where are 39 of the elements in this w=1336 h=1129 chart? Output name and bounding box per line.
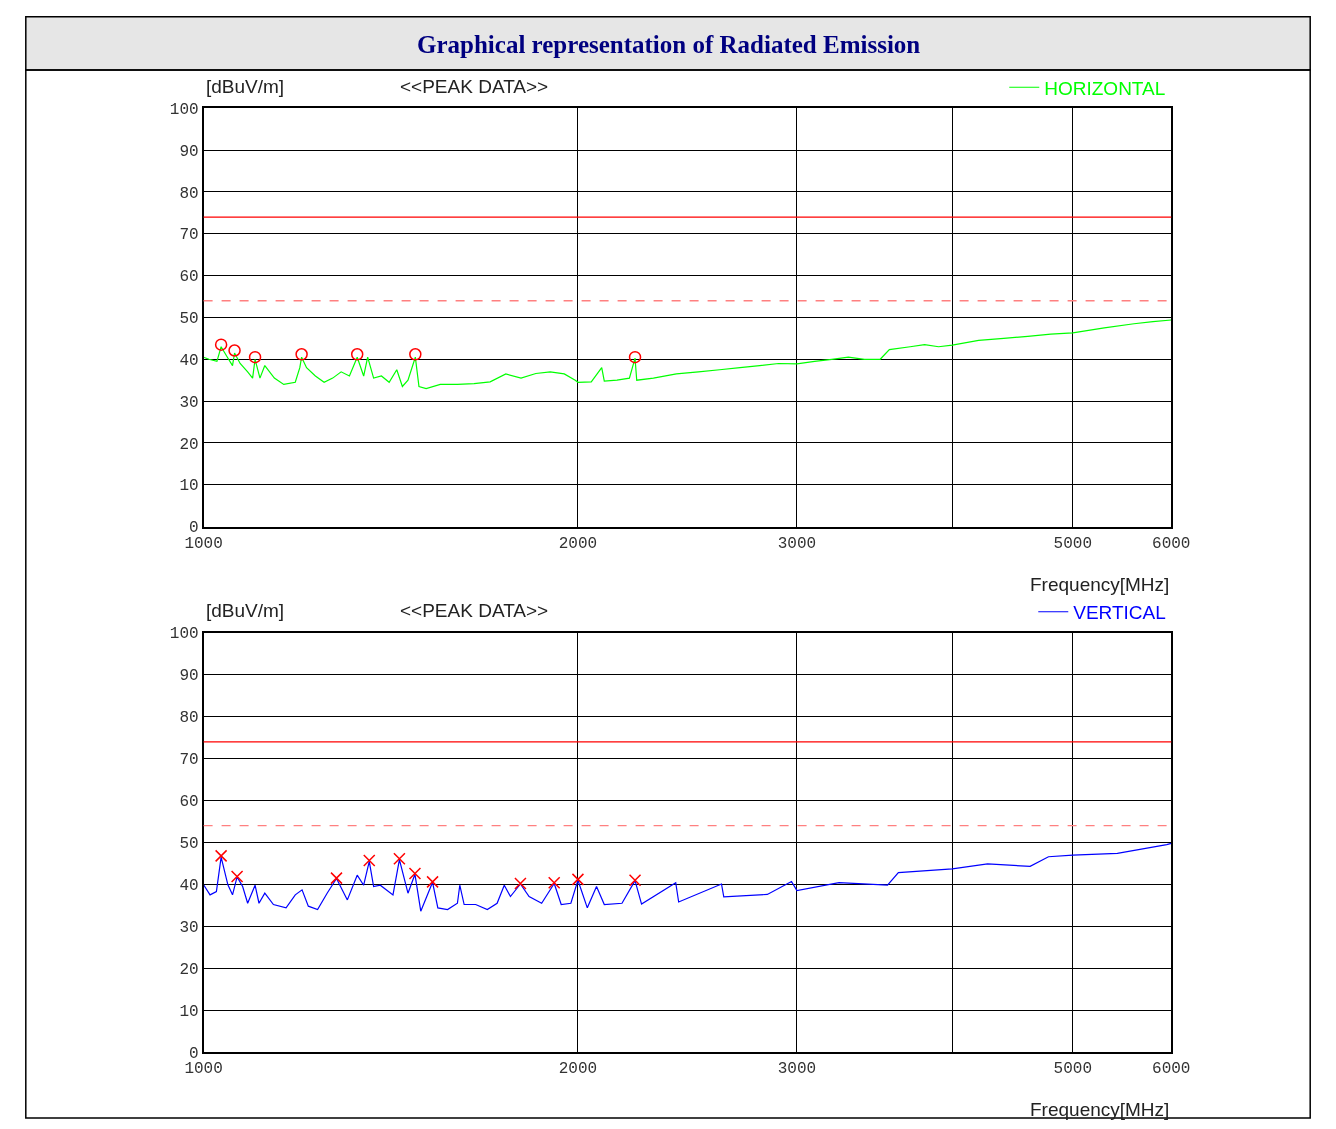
y-tick-label: 10 (179, 1002, 199, 1021)
x-tick-label: 6000 (1152, 534, 1191, 553)
y-tick-label: 70 (179, 751, 199, 770)
y-tick-label: 10 (179, 477, 199, 496)
y-tick-label: 90 (179, 142, 199, 161)
y-tick-label: 20 (179, 435, 199, 454)
y-tick-label: 0 (189, 1044, 199, 1063)
x-tick-label: 3000 (777, 1060, 817, 1079)
x-tick-label: 6000 (1152, 1060, 1191, 1079)
y-tick-label: 60 (179, 268, 199, 287)
y-tick-label: 100 (169, 100, 199, 119)
y-axis-title: [dBuV/m] (206, 600, 285, 621)
chart-title: Graphical representation of Radiated Emission (417, 31, 921, 58)
y-tick-label: 50 (179, 310, 199, 329)
x-tick-label: 1000 (184, 1060, 223, 1079)
text: <<PEAK DATA>> (400, 600, 549, 621)
x-tick-label: 2000 (558, 1060, 598, 1079)
y-tick-label: 80 (179, 709, 199, 728)
y-tick-label: 80 (179, 184, 199, 203)
y-tick-label: 90 (179, 667, 199, 686)
x-axis-title: Frequency[MHz] (1030, 1099, 1170, 1120)
x-tick-label: 5000 (1053, 1060, 1092, 1079)
x-tick-label: 2000 (558, 534, 598, 553)
y-tick-label: 20 (179, 960, 199, 979)
y-tick-label: 30 (179, 393, 199, 412)
y-tick-label: 60 (179, 793, 199, 812)
x-axis-title: Frequency[MHz] (1030, 574, 1170, 595)
text: <<PEAK DATA>> (400, 76, 549, 97)
y-tick-label: 30 (179, 918, 199, 937)
x-tick-label: 5000 (1053, 534, 1092, 553)
y-tick-label: 40 (179, 351, 199, 370)
y-tick-label: 50 (179, 835, 199, 854)
legend-label: HORIZONTAL (1044, 77, 1166, 99)
y-tick-label: 100 (169, 625, 199, 644)
y-tick-label: 70 (179, 226, 199, 245)
y-tick-label: 40 (179, 876, 199, 895)
y-axis-title: [dBuV/m] (206, 76, 285, 97)
x-tick-label: 3000 (777, 534, 817, 553)
legend-label: VERTICAL (1073, 602, 1166, 624)
